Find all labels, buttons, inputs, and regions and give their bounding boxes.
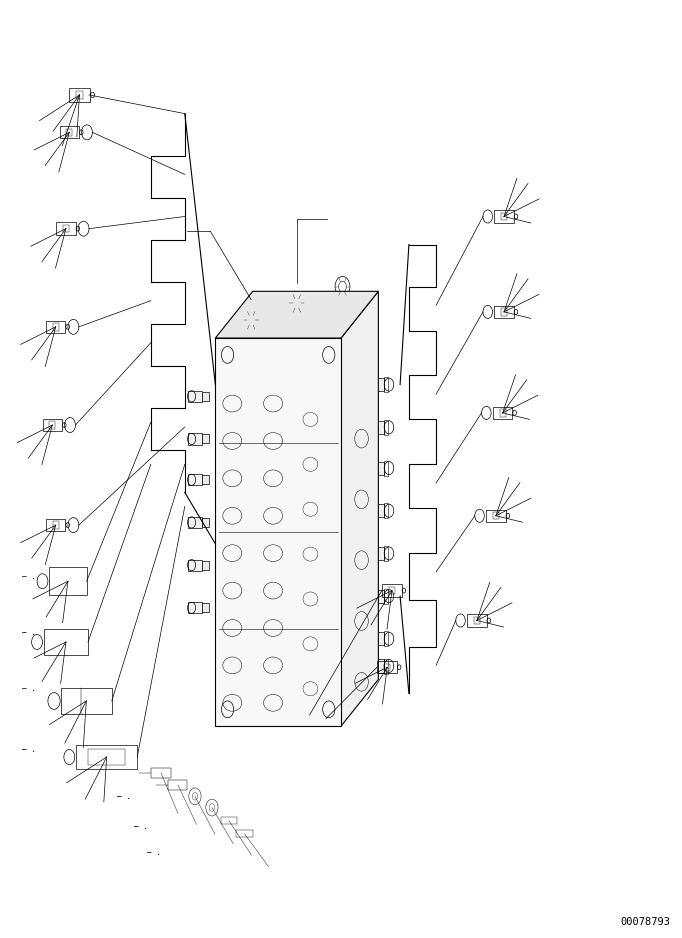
Bar [384,663,390,671]
Bar [69,88,90,101]
Bar [188,559,202,570]
Bar [46,519,65,531]
Bar [76,91,83,98]
Bar [383,546,389,561]
Bar [151,768,170,778]
Bar [486,509,505,522]
Bar [382,584,402,597]
Bar [89,749,125,765]
Text: — .: — . [117,792,131,801]
Bar [373,659,383,673]
Bar [363,631,373,646]
Text: 00078793: 00078793 [621,917,670,928]
Bar [49,567,87,596]
Polygon shape [216,292,379,338]
Bar [474,617,479,624]
Polygon shape [216,338,341,726]
Bar [373,547,383,560]
Bar [188,390,202,401]
Bar [494,210,514,222]
Bar [66,129,72,136]
Bar [202,476,209,484]
Bar [168,780,188,790]
Bar [363,658,373,673]
Bar [76,745,137,769]
Bar [53,324,59,330]
Bar [237,830,253,838]
Text: — .: — . [147,848,162,857]
Bar [383,658,389,673]
Bar [363,589,373,604]
Bar [202,392,209,401]
Bar [383,377,389,392]
Bar [341,461,363,475]
Bar [221,817,237,825]
Bar [341,505,363,518]
Bar [42,419,62,431]
Bar [46,321,65,333]
Bar [44,628,88,655]
Bar [383,420,389,435]
Bar [363,461,373,476]
Bar [373,461,383,475]
Bar [188,433,202,445]
Bar [202,518,209,527]
Bar [202,434,209,444]
Bar [501,213,507,220]
Bar [341,547,363,560]
Bar [373,632,383,645]
Text: — .: — . [22,572,35,581]
Bar [373,421,383,434]
Bar [363,420,373,435]
Bar [59,126,79,139]
Bar [383,589,389,604]
Bar [188,474,202,485]
Bar [373,378,383,391]
Bar [373,505,383,518]
Bar [493,512,499,520]
Text: — .: — . [22,628,35,637]
Bar [383,461,389,476]
Bar [363,546,373,561]
Bar [493,407,512,419]
Bar [373,590,383,603]
Bar [188,602,202,613]
Text: — .: — . [22,745,35,754]
Bar [494,306,514,318]
Bar [389,587,395,595]
Bar [341,632,363,645]
Bar [341,378,363,391]
Bar [202,603,209,613]
Bar [341,421,363,434]
Polygon shape [341,292,379,726]
Bar [363,377,373,392]
Bar [202,561,209,569]
Bar [341,659,363,673]
Bar [341,590,363,603]
Bar [501,309,507,315]
Bar [377,661,397,673]
Text: — .: — . [134,822,148,831]
Bar [56,222,76,234]
Bar [188,517,202,528]
Text: — .: — . [22,685,35,693]
Bar [383,631,389,646]
Bar [53,522,59,529]
Bar [363,504,373,519]
Bar [63,225,69,233]
Bar [383,504,389,519]
Bar [61,688,112,714]
Bar [500,409,505,416]
Bar [49,421,55,429]
Bar [467,614,486,627]
